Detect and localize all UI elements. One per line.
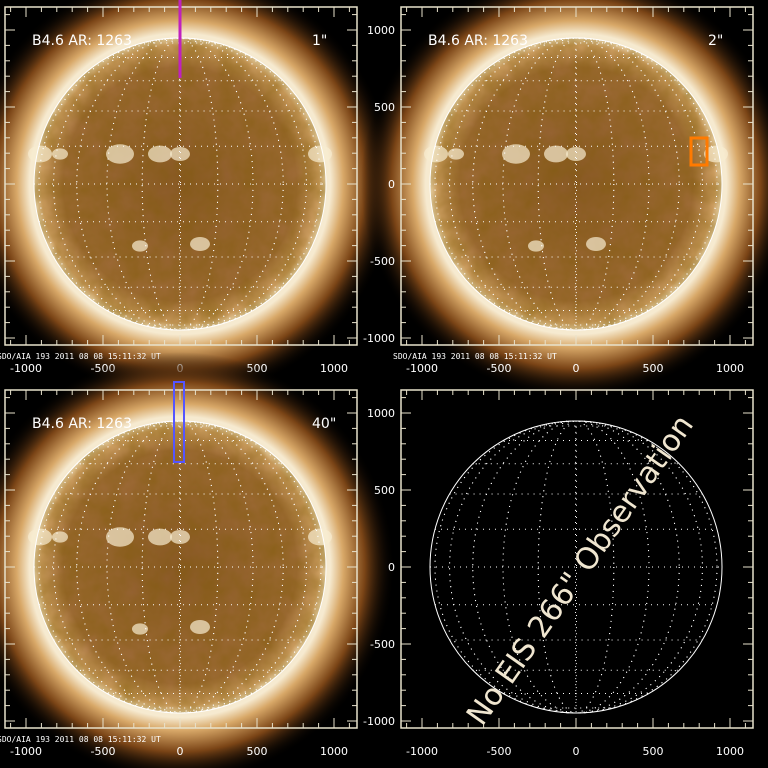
y-tick-label: -500	[370, 255, 395, 268]
longitude-line	[76, 37, 284, 331]
y-tick-label: 500	[374, 101, 395, 114]
y-tick-label: 0	[388, 561, 395, 574]
longitude-line	[537, 420, 615, 714]
active-region	[106, 527, 134, 547]
y-tick-label: 0	[388, 178, 395, 191]
longitude-line	[449, 37, 703, 331]
longitude-line	[141, 420, 219, 714]
y-tick-label: 500	[374, 484, 395, 497]
active-region	[528, 240, 544, 252]
x-tick-label: 0	[177, 745, 184, 758]
x-tick-label: -1000	[406, 362, 438, 375]
slit-width-label: 2"	[708, 33, 723, 49]
image-footer: SDO/AIA 193 2011 08 08 15:11:32 UT	[0, 735, 161, 744]
longitude-line	[472, 420, 680, 714]
active-region	[586, 237, 606, 251]
active-region	[170, 530, 190, 544]
active-region	[52, 148, 68, 160]
active-region	[28, 145, 52, 163]
x-tick-label: 1000	[320, 745, 348, 758]
active-region	[28, 528, 52, 546]
plot-frame	[400, 6, 754, 346]
eis-slit-2arcsec	[689, 136, 709, 167]
x-tick-label: -500	[487, 745, 512, 758]
x-tick-label: 0	[573, 362, 580, 375]
y-tick-label: -1000	[363, 332, 395, 345]
active-region	[148, 528, 172, 546]
x-tick-label: 1000	[716, 745, 744, 758]
longitude-line	[106, 37, 254, 331]
y-tick-label: 1000	[367, 407, 395, 420]
slit-width-label: 1"	[312, 33, 327, 49]
longitude-line	[449, 420, 703, 714]
x-tick-label: 500	[643, 362, 664, 375]
panel-2: -1000 1000 -500 500 0 0 500 -500 1000 -1000 B4.6 A…	[361, 0, 768, 399]
active-region	[448, 148, 464, 160]
panel-title: B4.6 AR: 1263	[32, 33, 132, 49]
x-tick-label: -1000	[406, 745, 438, 758]
longitude-line	[141, 37, 219, 331]
longitude-line	[38, 37, 322, 331]
x-tick-label: -500	[487, 362, 512, 375]
longitude-line	[38, 420, 322, 714]
active-region	[132, 623, 148, 635]
x-tick-label: 500	[643, 745, 664, 758]
image-footer: SDO/AIA 193 2011 08 08 15:11:32 UT	[393, 352, 557, 361]
longitude-line	[537, 37, 615, 331]
active-region	[52, 531, 68, 543]
plot-frame	[400, 389, 754, 729]
active-region	[308, 145, 332, 163]
active-region	[106, 144, 134, 164]
panel-3: -1000 1000 -500 500 0 0 500 -500 1000 -1000 B4.6 A…	[0, 352, 395, 768]
y-tick-label: 1000	[367, 24, 395, 37]
active-region	[190, 620, 210, 634]
x-tick-label: 1000	[716, 362, 744, 375]
x-tick-label: -1000	[10, 745, 42, 758]
active-region	[132, 240, 148, 252]
active-region	[424, 145, 448, 163]
image-footer: SDO/AIA 193 2011 08 08 15:11:32 UT	[0, 352, 161, 361]
longitude-line	[76, 420, 284, 714]
y-tick-label: -1000	[363, 715, 395, 728]
eis-slot-40arcsec	[173, 381, 185, 463]
x-tick-label: 1000	[320, 362, 348, 375]
longitude-line	[434, 37, 718, 331]
active-region	[544, 145, 568, 163]
panel-title: B4.6 AR: 1263	[428, 33, 528, 49]
x-tick-label: 500	[247, 745, 268, 758]
active-region	[170, 147, 190, 161]
x-tick-label: -1000	[10, 362, 42, 375]
longitude-line	[502, 420, 650, 714]
longitude-line	[502, 37, 650, 331]
active-region	[308, 528, 332, 546]
y-tick-label: -500	[370, 638, 395, 651]
slit-width-label: 40"	[312, 416, 336, 432]
x-tick-label: -500	[91, 745, 116, 758]
longitude-line	[434, 420, 718, 714]
active-region	[502, 144, 530, 164]
active-region	[704, 145, 728, 163]
active-region	[190, 237, 210, 251]
panel-title: B4.6 AR: 1263	[32, 416, 132, 432]
plot-frame	[4, 389, 358, 729]
longitude-line	[106, 420, 254, 714]
active-region	[566, 147, 586, 161]
x-tick-label: 0	[573, 745, 580, 758]
active-region	[148, 145, 172, 163]
longitude-line	[53, 420, 307, 714]
longitude-line	[472, 37, 680, 331]
